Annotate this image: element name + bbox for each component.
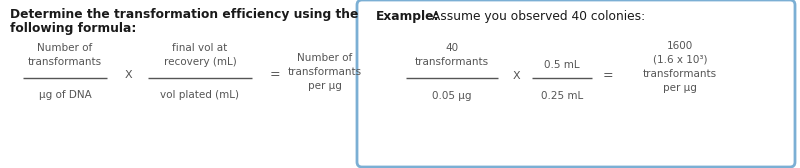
Text: following formula:: following formula: <box>10 22 136 35</box>
FancyBboxPatch shape <box>357 0 795 167</box>
Text: =: = <box>270 69 280 81</box>
Text: final vol at
recovery (mL): final vol at recovery (mL) <box>164 43 236 67</box>
Text: 40
transformants: 40 transformants <box>415 43 489 67</box>
Text: 0.05 μg: 0.05 μg <box>432 91 472 101</box>
Text: 1600: 1600 <box>667 41 693 51</box>
Text: X: X <box>512 71 520 81</box>
Text: 0.5 mL: 0.5 mL <box>544 60 580 70</box>
Text: X: X <box>124 70 132 80</box>
Text: per μg: per μg <box>663 83 697 93</box>
Text: Number of
transformants
per μg: Number of transformants per μg <box>288 53 362 91</box>
Text: Assume you observed 40 colonies:: Assume you observed 40 colonies: <box>428 10 645 23</box>
Text: μg of DNA: μg of DNA <box>38 90 91 100</box>
Text: 0.25 mL: 0.25 mL <box>541 91 583 101</box>
Text: Determine the transformation efficiency using the: Determine the transformation efficiency … <box>10 8 358 21</box>
Text: Number of
transformants: Number of transformants <box>28 43 102 67</box>
Text: (1.6 x 10³): (1.6 x 10³) <box>653 55 707 65</box>
Text: vol plated (mL): vol plated (mL) <box>161 90 239 100</box>
Text: transformants: transformants <box>643 69 717 79</box>
Text: =: = <box>602 70 614 82</box>
Text: Example:: Example: <box>376 10 439 23</box>
